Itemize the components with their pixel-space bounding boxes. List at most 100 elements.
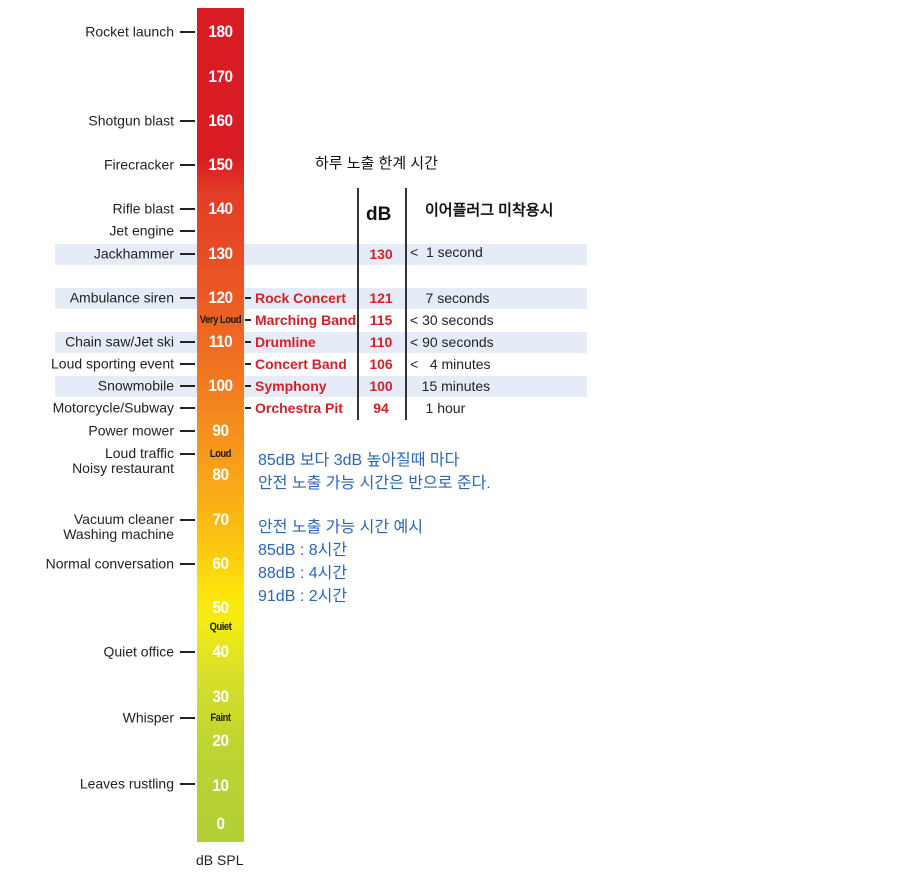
tick-mark	[180, 717, 195, 719]
tick-mark	[180, 651, 195, 653]
tick-mark	[245, 297, 251, 299]
exposure-time: < 4 minutes	[410, 356, 491, 372]
rule-line-1: 85dB 보다 3dB 높아질때 마다	[258, 452, 460, 469]
table-title: 하루 노출 한계 시간	[315, 155, 438, 172]
exposure-time: 15 minutes	[410, 378, 491, 394]
exposure-time: < 90 seconds	[410, 334, 494, 350]
scale-number: 150	[208, 155, 233, 174]
event-name: Symphony	[255, 378, 327, 394]
event-name: Marching Band	[255, 312, 357, 328]
exposure-time: < 30 seconds	[410, 312, 494, 328]
sound-source-label: Loud sporting event	[51, 355, 174, 372]
tick-mark	[180, 783, 195, 785]
db-value: 94	[373, 400, 389, 416]
db-value: 130	[369, 246, 393, 262]
tick-mark	[180, 253, 195, 255]
scale-word-label: Faint	[210, 712, 231, 724]
sound-source-label: Normal conversation	[45, 555, 174, 572]
scale-number: 180	[208, 22, 233, 41]
tick-mark	[245, 363, 251, 365]
scale-word-label: Loud	[209, 448, 232, 460]
column-divider	[357, 188, 359, 420]
tick-mark	[245, 385, 251, 387]
sound-source-label: Leaves rustling	[79, 775, 174, 792]
scale-number: 100	[208, 376, 233, 395]
sound-source-label: Rifle blast	[112, 200, 174, 217]
event-name: Drumline	[255, 334, 316, 350]
sound-source-label: Shotgun blast	[88, 112, 174, 129]
tick-mark	[180, 297, 195, 299]
tick-mark	[180, 363, 195, 365]
tick-mark	[245, 319, 251, 321]
example-85: 85dB : 8시간	[258, 542, 348, 559]
scale-number: 80	[212, 465, 229, 484]
sound-source-label: Vacuum cleaner Washing machine	[63, 511, 174, 542]
tick-mark	[180, 385, 195, 387]
row-highlight	[55, 332, 587, 353]
scale-number: 10	[212, 776, 229, 795]
scale-number: 60	[212, 554, 229, 573]
row-highlight	[55, 376, 587, 397]
scale-number: 50	[212, 598, 229, 617]
tick-mark	[180, 407, 195, 409]
sound-source-label: Firecracker	[103, 156, 174, 173]
rule-line-2: 안전 노출 가능 시간은 반으로 준다.	[258, 475, 491, 492]
tick-mark	[180, 341, 195, 343]
sound-source-label: Chain saw/Jet ski	[65, 333, 174, 350]
sound-source-label: Snowmobile	[97, 377, 174, 394]
sound-source-label: Power mower	[88, 422, 174, 439]
exposure-time: 7 seconds	[410, 290, 490, 306]
sound-source-label: Ambulance siren	[69, 289, 174, 306]
scale-word-label: Quiet	[209, 621, 232, 633]
unit-label: dB SPL	[196, 852, 244, 868]
sound-source-label: Jackhammer	[93, 245, 174, 262]
db-value: 106	[369, 356, 393, 372]
tick-mark	[180, 563, 195, 565]
example-91: 91dB : 2시간	[258, 588, 348, 605]
tick-mark	[180, 164, 195, 166]
scale-number: 30	[212, 687, 229, 706]
scale-number: 130	[208, 244, 233, 263]
scale-number: 120	[208, 288, 233, 307]
tick-mark	[245, 407, 251, 409]
sound-source-label: Rocket launch	[85, 23, 174, 40]
event-name: Rock Concert	[255, 290, 347, 306]
scale-word-label: Very Loud	[199, 314, 242, 326]
scale-number: 40	[212, 642, 229, 661]
db-value: 100	[369, 378, 393, 394]
row-highlight	[55, 288, 587, 309]
exposure-time: 1 hour	[410, 400, 466, 416]
scale-number: 160	[208, 111, 233, 130]
scale-number: 90	[212, 421, 229, 440]
tick-mark	[180, 31, 195, 33]
sound-source-label: Whisper	[122, 709, 174, 726]
time-header: 이어플러그 미착용시	[425, 202, 554, 219]
tick-mark	[180, 430, 195, 432]
db-value: 110	[369, 334, 393, 350]
example-88: 88dB : 4시간	[258, 565, 348, 582]
tick-mark	[180, 120, 195, 122]
tick-mark	[180, 519, 195, 521]
sound-source-label: Jet engine	[109, 222, 174, 239]
event-name: Concert Band	[255, 356, 347, 372]
sound-source-label: Motorcycle/Subway	[52, 399, 174, 416]
tick-mark	[180, 453, 195, 455]
scale-number: 20	[212, 731, 229, 750]
examples-title: 안전 노출 가능 시간 예시	[258, 519, 423, 536]
scale-number: 70	[212, 510, 229, 529]
db-value: 121	[369, 290, 393, 306]
column-divider	[405, 188, 407, 420]
event-name: Orchestra Pit	[255, 400, 343, 416]
sound-source-label: Loud traffic Noisy restaurant	[72, 445, 174, 476]
tick-mark	[180, 230, 195, 232]
scale-number: 0	[216, 814, 225, 833]
db-value: 115	[369, 312, 393, 328]
exposure-time: < 1 second	[410, 244, 483, 260]
scale-number: 140	[208, 199, 233, 218]
row-highlight	[55, 244, 587, 265]
scale-number: 110	[208, 332, 233, 351]
db-header: dB	[366, 204, 392, 225]
scale-number: 170	[208, 67, 233, 86]
decibel-scale-bar	[197, 8, 244, 842]
